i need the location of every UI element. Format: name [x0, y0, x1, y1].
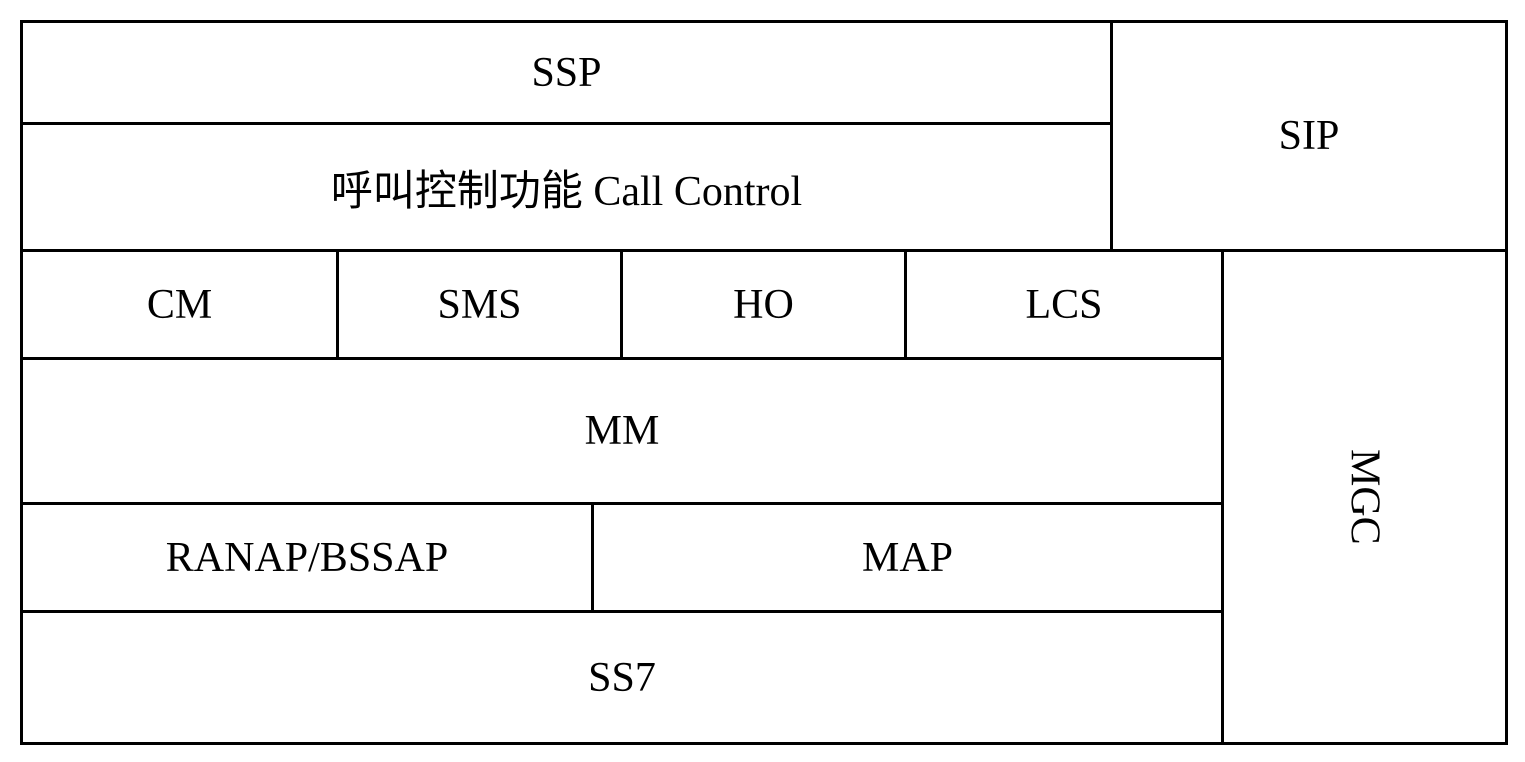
call-control-block: 呼叫控制功能 Call Control [20, 122, 1113, 252]
ho-label: HO [733, 281, 794, 329]
lcs-label: LCS [1025, 281, 1102, 329]
sms-label: SMS [437, 281, 521, 329]
mm-block: MM [20, 357, 1224, 505]
mm-label: MM [585, 407, 660, 455]
mgc-label: MGC [1341, 449, 1389, 545]
ranap-bssap-block: RANAP/BSSAP [20, 502, 594, 613]
sms-block: SMS [336, 249, 623, 360]
ssp-block: SSP [20, 20, 1113, 125]
call-control-label: 呼叫控制功能 Call Control [331, 157, 802, 218]
map-block: MAP [591, 502, 1224, 613]
ho-block: HO [620, 249, 907, 360]
protocol-stack-diagram: SSP 呼叫控制功能 Call Control SIP CM SMS HO LC… [20, 20, 1505, 742]
cm-label: CM [147, 281, 212, 329]
sip-label: SIP [1279, 112, 1340, 160]
cm-block: CM [20, 249, 339, 360]
map-label: MAP [862, 534, 953, 582]
mgc-block: MGC [1221, 249, 1508, 745]
ss7-label: SS7 [588, 654, 656, 702]
sip-block: SIP [1110, 20, 1508, 252]
ranap-bssap-label: RANAP/BSSAP [166, 534, 448, 582]
lcs-block: LCS [904, 249, 1224, 360]
ssp-label: SSP [531, 49, 601, 97]
ss7-block: SS7 [20, 610, 1224, 745]
